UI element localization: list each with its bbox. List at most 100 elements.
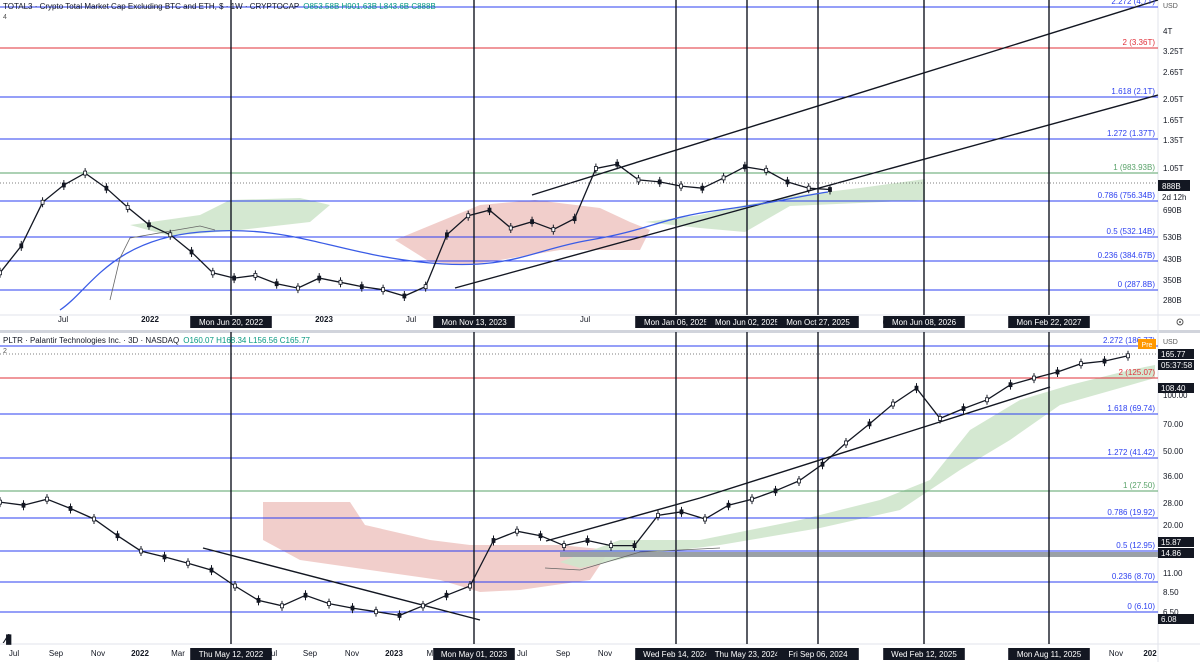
gear-icon[interactable] — [1176, 318, 1184, 326]
candle-body — [487, 207, 492, 213]
x-tick-label: Jul — [580, 315, 590, 324]
candle-body — [632, 543, 637, 549]
top-header: TOTAL3 · Crypto Total Market Cap Excludi… — [3, 2, 436, 11]
x-axis-ticks: Jul 2022 2023 Jul Jul Jul Sep Nov 2022 Mar Jul Sep N… — [9, 315, 1157, 658]
candle-body — [985, 397, 989, 403]
x-tick-label: Jul — [9, 649, 19, 658]
candle-body — [327, 601, 331, 606]
trend-line — [699, 386, 1051, 499]
fib-label: 1 (983.93B) — [1113, 163, 1155, 172]
top-currency: USD — [1163, 3, 1178, 10]
candle-body — [797, 478, 801, 484]
fib-label: 1 (27.50) — [1123, 481, 1155, 490]
candle-body — [317, 275, 322, 281]
candle-body — [609, 543, 613, 549]
date-marker-label: Mon Nov 13, 2023 — [441, 318, 507, 327]
date-marker-label: Mon Jun 02, 2025 — [715, 318, 780, 327]
panel-separator[interactable] — [0, 330, 1200, 333]
bottom-currency: USD — [1163, 339, 1178, 346]
candle-body — [1008, 382, 1013, 388]
date-marker-label: Mon Jun 08, 2026 — [892, 318, 957, 327]
y-tick-label: 11.00 — [1163, 569, 1183, 578]
candle-body — [1032, 375, 1036, 381]
x-tick-label: Nov — [598, 649, 612, 658]
date-marker-label-bg — [190, 648, 272, 660]
moving-averages — [59, 191, 829, 571]
candle-body — [374, 609, 378, 615]
date-marker-label: Mon Jun 20, 2022 — [199, 318, 264, 327]
fib-label: 0 (6.10) — [1127, 602, 1155, 611]
candle-body — [0, 270, 2, 276]
date-marker-label-bg — [883, 648, 965, 660]
x-tick-label: Sep — [303, 649, 318, 658]
price-label-bg — [1158, 360, 1194, 370]
tradingview-logo[interactable]: ⁄▮ — [5, 631, 12, 646]
x-tick-label: Jul — [58, 315, 68, 324]
candle-body — [338, 279, 343, 285]
candle-body — [742, 164, 747, 170]
date-marker-label: Wed Feb 12, 2025 — [891, 650, 957, 659]
candle-body — [508, 225, 513, 231]
trend-line — [202, 547, 481, 621]
price-label-bg — [1158, 614, 1194, 624]
ichimoku-lagging — [544, 547, 721, 571]
y-tick-label: 8.50 — [1163, 588, 1179, 597]
y-tick-label: 1.65T — [1163, 116, 1184, 125]
y-tick-label: 28.00 — [1163, 499, 1184, 508]
trend-lines — [0, 0, 1159, 621]
bottom-ohlc: O160.07 H168.34 L156.56 C165.77 — [183, 336, 310, 345]
date-marker-label: Wed Feb 14, 2024 — [643, 650, 709, 659]
candle-body — [806, 185, 811, 191]
candle-body — [785, 179, 790, 185]
candle-body — [1102, 358, 1107, 364]
x-tick-label: 2023 — [315, 315, 333, 324]
candle-body — [938, 416, 942, 421]
x-tick-label: 2023 — [385, 649, 403, 658]
y-tick-label: 2.05T — [1163, 95, 1184, 104]
candle-body — [615, 161, 620, 167]
date-marker-label: Mon Jan 06, 2025 — [644, 318, 709, 327]
bottom-symbol-title[interactable]: PLTR · Palantir Technologies Inc. · 3D ·… — [3, 336, 180, 345]
price-label: 6.08 — [1161, 615, 1177, 624]
candle-body — [350, 605, 355, 611]
y-tick-label: 100.00 — [1163, 391, 1188, 400]
candle-body — [867, 421, 872, 427]
cloud-green-top-left — [130, 198, 330, 236]
y-tick-label: 1.05T — [1163, 164, 1184, 173]
ichimoku-lagging — [109, 225, 216, 301]
date-marker-label-bg — [777, 316, 859, 328]
price-label: 14.86 — [1161, 549, 1182, 558]
y-tick-label: 1.35T — [1163, 136, 1184, 145]
top-symbol-title[interactable]: TOTAL3 · Crypto Total Market Cap Excludi… — [3, 2, 300, 11]
candle-body — [232, 275, 237, 281]
candle-body — [210, 270, 215, 276]
price-label: 05:37:58 — [1161, 361, 1193, 370]
candle-body — [891, 401, 895, 407]
price-series — [0, 159, 1130, 621]
x-tick-label: Ma — [426, 649, 438, 658]
candle-body — [636, 177, 641, 183]
y-tick-label: 20.00 — [1163, 521, 1184, 530]
candle-body — [19, 243, 24, 249]
price-label-bg — [1158, 383, 1194, 393]
cloud-red-top — [395, 200, 650, 265]
candle-body — [233, 583, 237, 589]
y-tick-label: 36.00 — [1163, 472, 1184, 481]
date-marker-label-bg — [635, 648, 717, 660]
fib-labels: 2.272 (4.7T) 2 (3.36T) 1.618 (2.1T) 1.272 (… — [1098, 0, 1156, 611]
date-marker-label-bg — [706, 316, 788, 328]
candle-body — [421, 603, 425, 609]
x-tick-label: Mar — [171, 649, 185, 658]
x-tick-label: 2022 — [141, 315, 159, 324]
price-label: 108.40 — [1161, 384, 1186, 393]
candle-body — [68, 506, 73, 511]
candle-body — [562, 543, 566, 549]
y-tick-label: 3.25T — [1163, 47, 1184, 56]
candle-body — [593, 166, 598, 171]
fib-label: 0 (287.8B) — [1118, 280, 1156, 289]
moving-average — [59, 191, 829, 311]
candle-body — [679, 509, 684, 515]
candle-body — [296, 285, 300, 291]
candle-body — [657, 179, 662, 185]
